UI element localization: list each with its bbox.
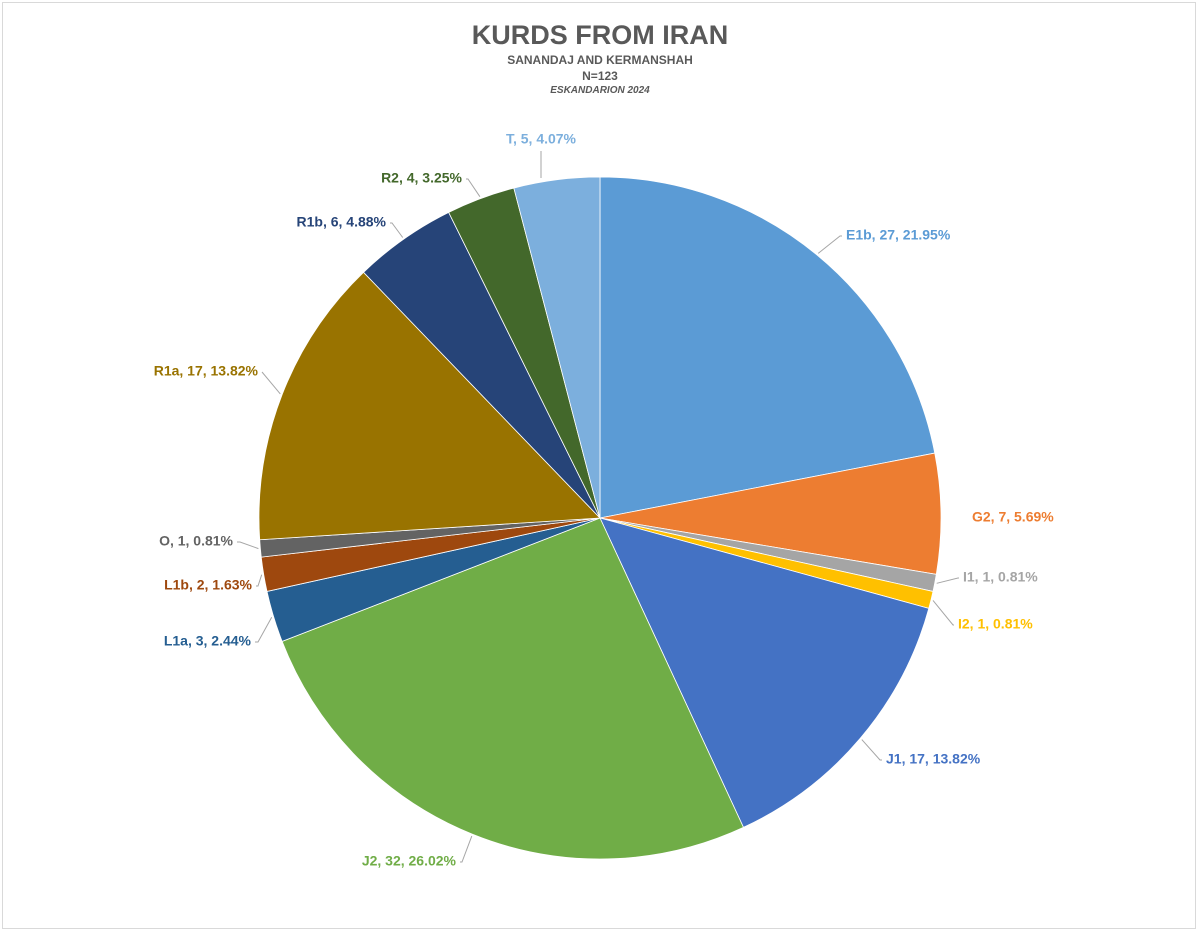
leader-line-r1a	[261, 371, 281, 395]
chart-source-note: ESKANDARION 2024	[550, 85, 650, 96]
pie-slice-j1	[599, 517, 930, 828]
data-label-j2: J2, 32, 26.02%	[362, 853, 457, 869]
data-label-j1: J1, 17, 13.82%	[886, 751, 981, 767]
data-label-l1b: L1b, 2, 1.63%	[164, 577, 252, 593]
data-label-l1a: L1a, 3, 2.44%	[164, 633, 252, 649]
pie-leader-lines	[237, 151, 959, 863]
chart-titles: KURDS FROM IRAN SANANDAJ AND KERMANSHAH …	[0, 18, 1200, 98]
pie-slice-t	[513, 176, 601, 519]
leader-line-i2	[932, 600, 954, 626]
leader-line-r2	[466, 178, 481, 197]
data-label-i2: I2, 1, 0.81%	[958, 616, 1033, 632]
pie-slices	[258, 176, 942, 860]
leader-line-j2	[460, 835, 473, 863]
leader-line-e1b	[817, 235, 842, 254]
data-label-r1a: R1a, 17, 13.82%	[154, 363, 259, 379]
data-label-t: T, 5, 4.07%	[506, 131, 577, 147]
data-label-e1b: E1b, 27, 21.95%	[846, 227, 951, 243]
data-label-g2: G2, 7, 5.69%	[972, 509, 1054, 525]
leader-line-l1a	[255, 617, 273, 643]
chart-title: KURDS FROM IRAN	[471, 20, 729, 50]
pie-slice-r1a	[258, 271, 601, 541]
leader-line-o	[237, 541, 259, 550]
leader-line-i1	[936, 577, 959, 584]
chart-subtitle: SANANDAJ AND KERMANSHAH	[507, 53, 693, 67]
data-label-r1b: R1b, 6, 4.88%	[297, 214, 387, 230]
chart-sample-size: N=123	[582, 69, 618, 83]
data-label-i1: I1, 1, 0.81%	[963, 569, 1038, 585]
pie-slice-e1b	[599, 176, 936, 519]
pie-slice-j2	[281, 517, 744, 860]
data-label-r2: R2, 4, 3.25%	[381, 170, 462, 186]
data-label-o: O, 1, 0.81%	[159, 533, 233, 549]
pie-data-labels: E1b, 27, 21.95% G2, 7, 5.69% I1, 1, 0.81% I…	[154, 131, 1055, 869]
leader-line-r1b	[390, 222, 404, 238]
leader-line-j1	[861, 739, 882, 761]
leader-line-l1b	[256, 574, 263, 587]
